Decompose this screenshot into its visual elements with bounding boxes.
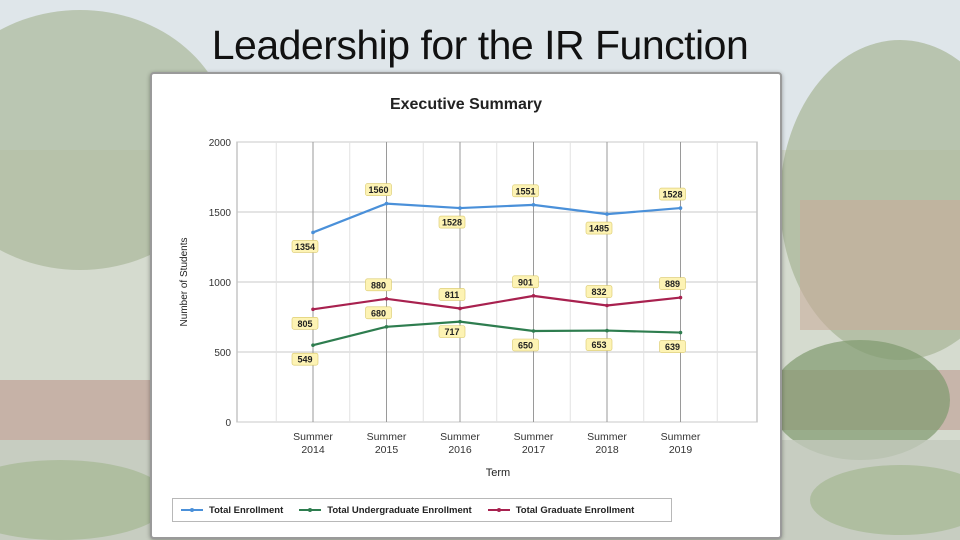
data-point-total <box>605 212 609 216</box>
data-point-total <box>678 206 683 210</box>
data-point-graduate <box>311 307 315 312</box>
x-tick-label: Summer 2016 <box>440 431 480 456</box>
legend-label-total: Total Enrollment <box>209 504 284 516</box>
data-point-total <box>384 201 389 206</box>
data-point-total <box>458 206 462 210</box>
data-label-box-total <box>659 187 686 201</box>
y-tick-label: 500 <box>214 348 231 359</box>
legend-swatch-undergrad <box>299 508 322 512</box>
data-label-box-total <box>365 183 392 196</box>
x-tick-label: Summer 2014 <box>293 431 333 456</box>
legend-label-undergrad: Total Undergraduate Enrollment <box>327 504 472 516</box>
data-label-box-graduate <box>365 278 392 292</box>
data-label-box-graduate <box>438 288 466 301</box>
legend-item-undergrad: Total Undergraduate Enrollment <box>299 504 472 516</box>
data-label-box-total <box>438 215 466 229</box>
data-label-box-graduate <box>291 317 319 330</box>
x-axis-label: Term <box>486 467 510 479</box>
data-label-undergrad: 680 <box>371 308 386 318</box>
legend-label-graduate: Total Graduate Enrollment <box>515 504 635 516</box>
data-point-undergrad <box>311 343 315 347</box>
legend-swatch-total <box>181 508 203 512</box>
data-label-total: 1485 <box>589 224 609 234</box>
data-label-undergrad: 549 <box>297 355 312 365</box>
data-point-graduate <box>531 294 536 298</box>
x-tick-label: Summer 2019 <box>661 431 701 456</box>
legend-item-total: Total Enrollment <box>181 505 283 516</box>
data-label-box-undergrad <box>365 306 392 320</box>
data-point-graduate <box>605 303 609 308</box>
data-label-undergrad: 717 <box>444 327 459 337</box>
data-label-total: 1354 <box>295 242 315 252</box>
y-tick-label: 1500 <box>209 208 232 219</box>
data-label-graduate: 811 <box>445 290 460 300</box>
data-point-total <box>531 203 536 207</box>
x-tick-label: Summer 2017 <box>514 431 554 456</box>
legend-swatch-graduate <box>487 508 510 512</box>
y-tick-label: 1000 <box>209 278 232 289</box>
data-label-box-total <box>585 221 613 235</box>
data-point-undergrad <box>531 329 536 333</box>
chart-legend: Total Enrollment Total Undergraduate Enro… <box>172 498 672 522</box>
data-point-graduate <box>384 297 389 301</box>
data-label-box-undergrad <box>291 352 319 366</box>
y-tick-label: 2000 <box>209 138 232 149</box>
chart-title: Executive Summary <box>390 96 542 113</box>
data-label-box-total <box>291 240 319 253</box>
data-label-box-graduate <box>585 285 613 298</box>
legend-item-graduate: Total Graduate Enrollment <box>487 504 635 516</box>
y-tick-label: 0 <box>225 418 231 429</box>
series-line-undergrad <box>312 320 681 347</box>
enrollment-line-chart: Executive Summary 0 500 1000 1500 2000 Summer… <box>179 96 758 479</box>
data-label-undergrad: 639 <box>665 342 680 352</box>
data-point-undergrad <box>605 328 609 333</box>
data-point-graduate <box>458 306 462 311</box>
data-label-box-undergrad <box>512 338 539 352</box>
series-line-total <box>312 202 681 234</box>
chart-card: Executive Summary 0 500 1000 1500 2000 Summer… <box>150 72 782 539</box>
data-label-total: 1551 <box>515 186 535 196</box>
x-tick-label: Summer 2018 <box>587 431 627 456</box>
data-label-box-undergrad <box>438 325 466 338</box>
y-axis-label: Number of Students <box>179 238 190 327</box>
data-label-undergrad: 650 <box>518 341 533 351</box>
data-point-undergrad <box>678 330 683 335</box>
x-tick-label: Summer 2015 <box>367 431 407 456</box>
data-label-graduate: 880 <box>371 280 386 290</box>
data-label-box-total <box>512 184 539 198</box>
data-label-undergrad: 653 <box>591 340 606 350</box>
data-label-graduate: 805 <box>297 319 312 329</box>
data-label-graduate: 901 <box>518 277 533 287</box>
slide-title: Leadership for the IR Function <box>211 22 749 68</box>
data-label-graduate: 889 <box>665 279 680 289</box>
data-label-box-undergrad <box>585 338 613 351</box>
data-label-total: 1528 <box>662 190 682 200</box>
data-label-total: 1528 <box>442 218 462 228</box>
data-point-undergrad <box>384 325 389 329</box>
data-label-box-graduate <box>512 275 539 289</box>
data-label-box-graduate <box>659 277 686 290</box>
data-label-box-undergrad <box>659 340 686 353</box>
data-label-graduate: 832 <box>591 287 606 297</box>
series-line-graduate <box>312 294 681 311</box>
data-point-undergrad <box>458 319 462 324</box>
data-label-total: 1560 <box>368 185 388 195</box>
data-point-graduate <box>678 295 683 300</box>
data-point-total <box>311 230 315 235</box>
